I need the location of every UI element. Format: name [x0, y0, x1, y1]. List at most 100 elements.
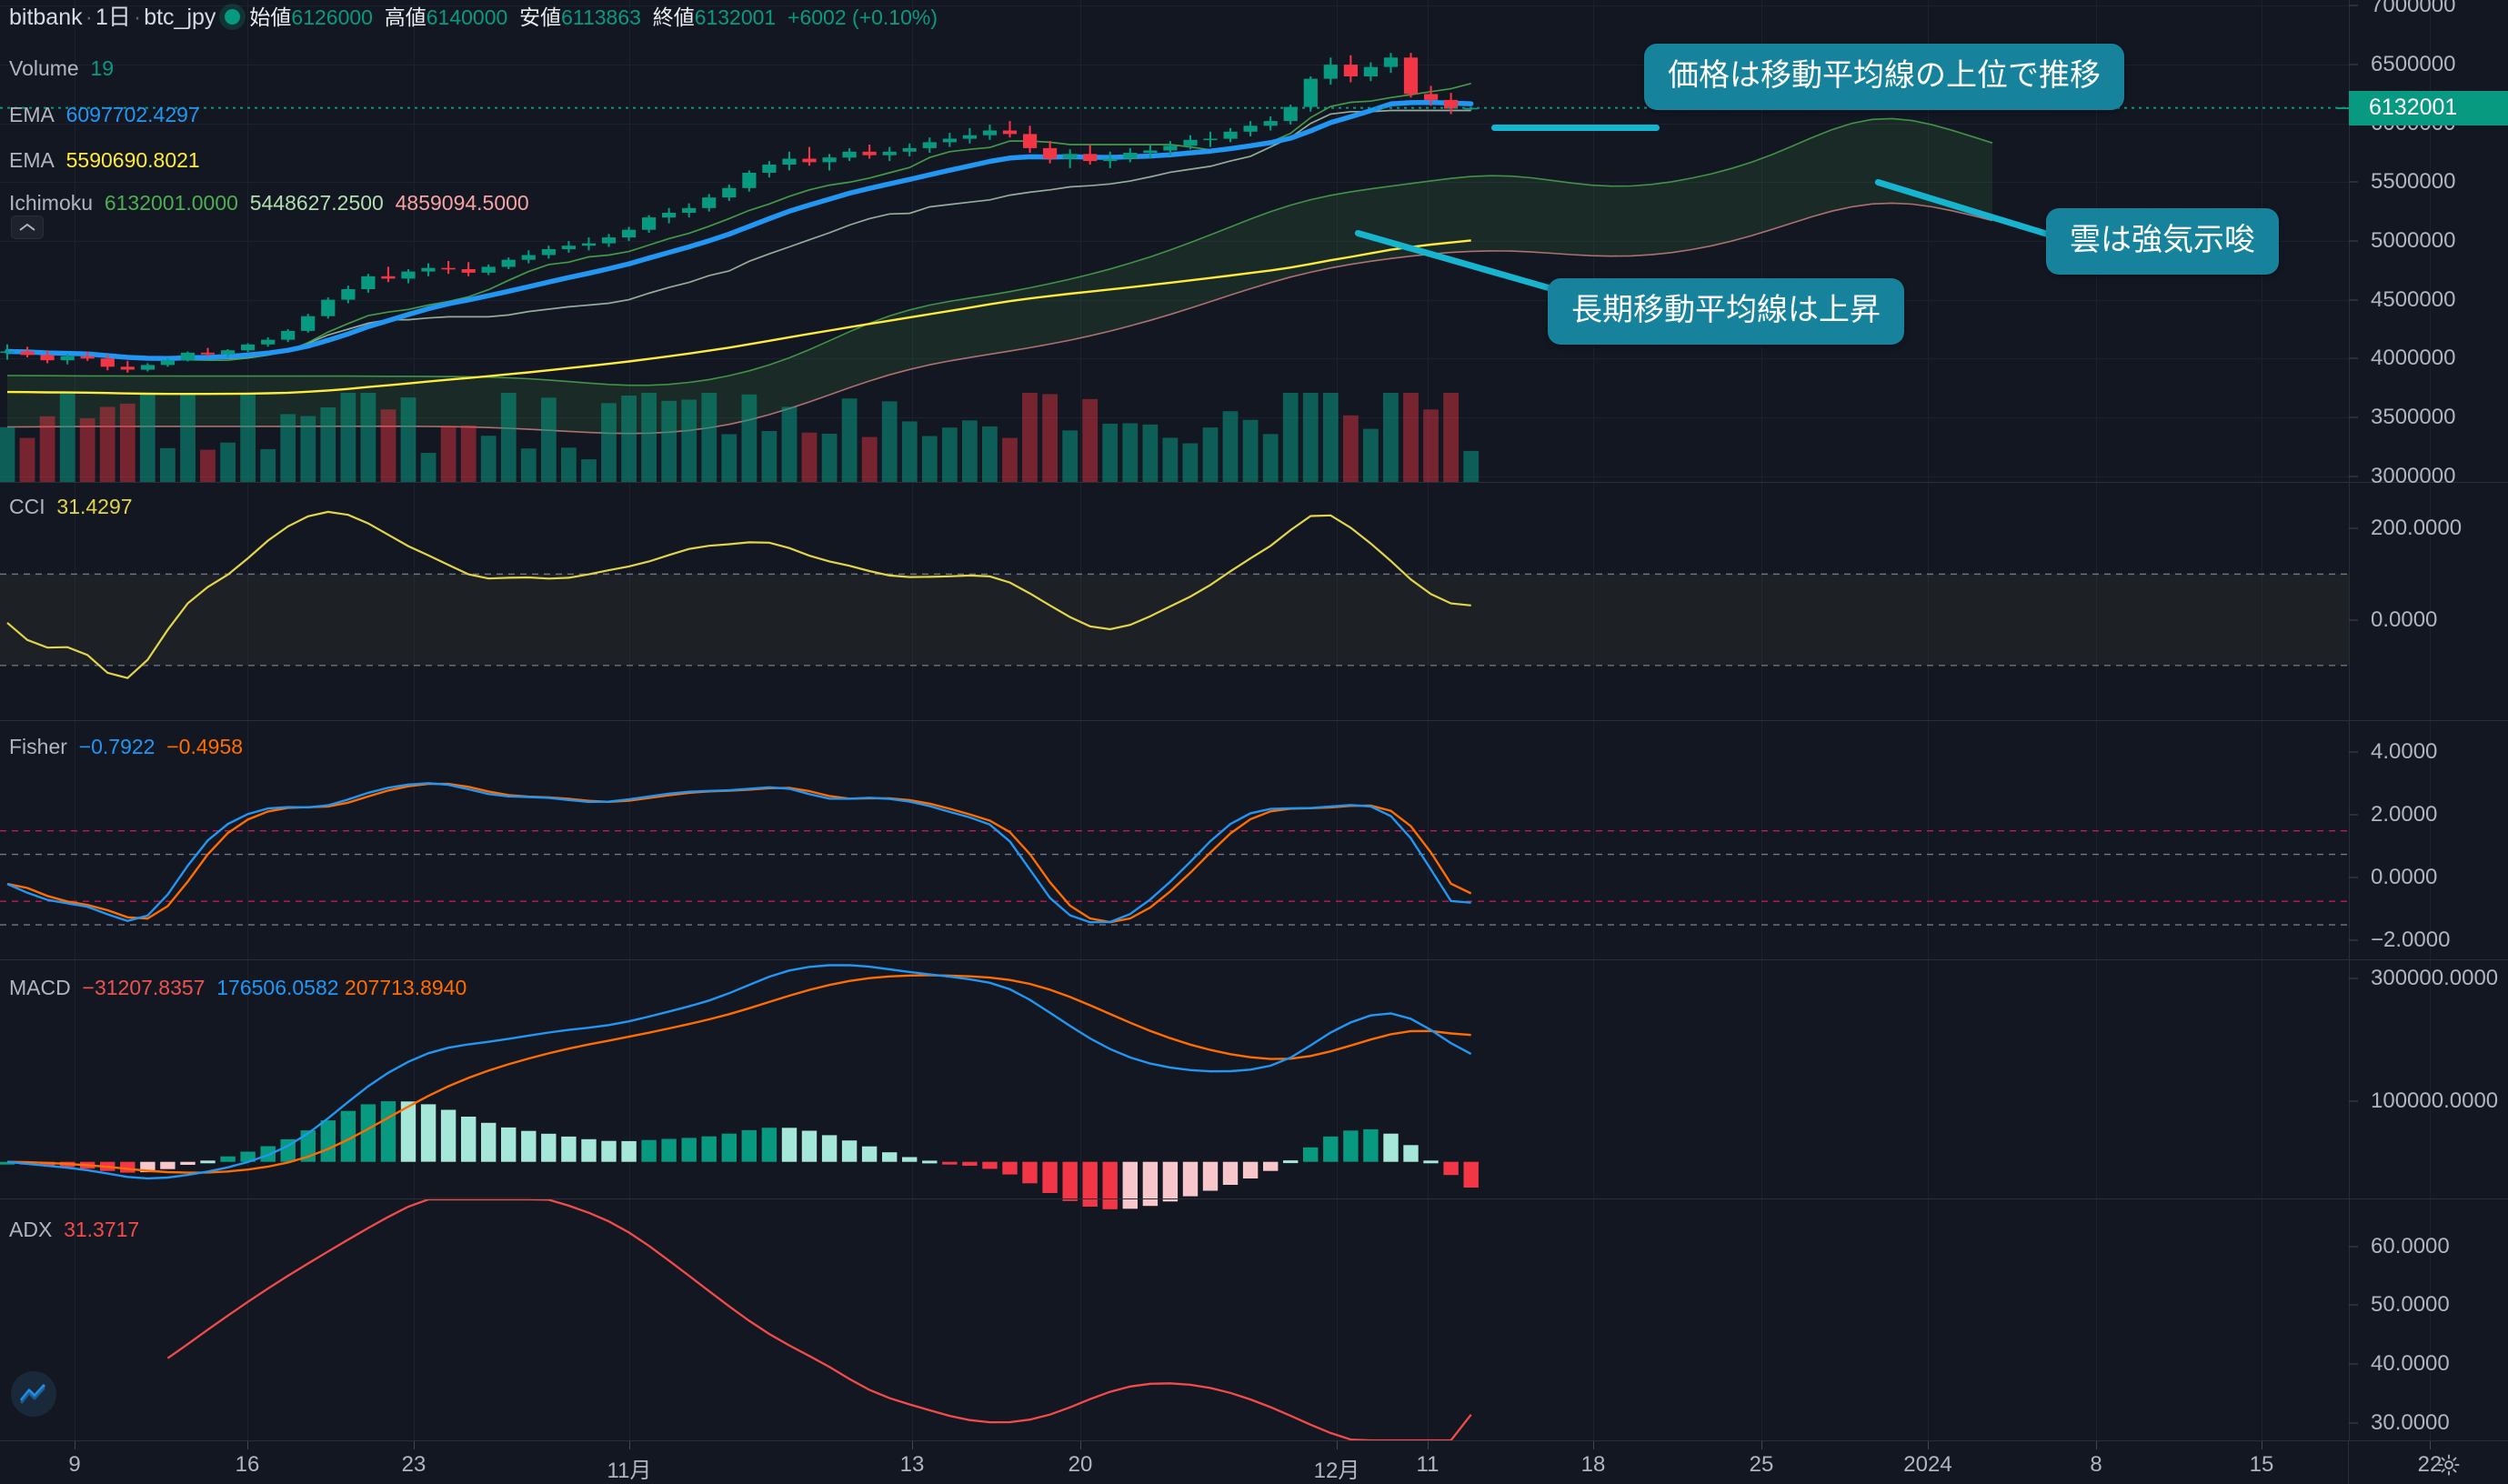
legend-interval[interactable]: 1日: [95, 5, 131, 30]
legend-ema-fast[interactable]: EMA 6097702.4297: [9, 101, 200, 128]
annotation-price-above-ma[interactable]: 価格は移動平均線の上位で推移: [1644, 44, 2124, 111]
gridline-horizontal: [0, 416, 2349, 418]
pane-adx[interactable]: [0, 1198, 2349, 1442]
fisher-axis-label: 2.0000: [2371, 802, 2438, 827]
time-axis-label: 9: [68, 1452, 81, 1477]
time-axis-tick: [414, 1441, 415, 1449]
time-axis-tick: [1761, 1441, 1762, 1449]
pane-fisher[interactable]: [0, 721, 2349, 959]
tradingview-logo[interactable]: [11, 1371, 56, 1417]
pane-cci[interactable]: [0, 483, 2349, 720]
annotation-long-ma-rising-text: 長期移動平均線は上昇: [1571, 293, 1881, 327]
price-scale[interactable]: 7000000650000060000005500000500000045000…: [2349, 0, 2508, 1484]
legend-adx[interactable]: ADX 31.3717: [9, 1216, 139, 1243]
pane-divider[interactable]: [0, 959, 2508, 960]
time-scale-divider: [2348, 1441, 2349, 1484]
legend-macd[interactable]: MACD −31207.8357 176506.0582 207713.8940: [9, 974, 466, 1001]
gear-icon[interactable]: [2437, 1453, 2461, 1477]
time-axis-tick: [1593, 1441, 1594, 1449]
legend-ichimoku[interactable]: Ichimoku 6132001.0000 5448627.2500 48590…: [9, 189, 529, 216]
macd-axis-label: 300000.0000: [2371, 966, 2499, 991]
gridline-vertical: [912, 0, 913, 1484]
legend-symbol[interactable]: btc_jpy: [144, 5, 216, 30]
axis-tick: [2349, 299, 2358, 301]
legend-fisher-value-1: −0.7922: [78, 735, 155, 758]
legend-ema-slow-value: 5590690.8021: [65, 148, 200, 172]
time-axis-label: 16: [235, 1452, 260, 1477]
time-axis-label: 22: [2417, 1452, 2443, 1477]
time-axis-tick: [1080, 1441, 1081, 1449]
pane-divider[interactable]: [0, 482, 2508, 483]
annotation-long-ma-rising[interactable]: 長期移動平均線は上昇: [1548, 278, 1904, 346]
label-open: 始値: [249, 5, 292, 29]
gridline-horizontal: [0, 5, 2349, 7]
annotation-price-above-ma-text: 価格は移動平均線の上位で推移: [1668, 58, 2101, 93]
legend-macd-hist: −31207.8357: [82, 976, 206, 999]
time-axis-tick: [629, 1441, 630, 1449]
gridline-horizontal: [0, 182, 2349, 184]
gridline-vertical: [629, 0, 630, 1484]
chart-title-legend[interactable]: bitbank · 1日 · btc_jpy 始値6126000 高値6140000 安値…: [9, 5, 938, 30]
legend-exchange[interactable]: bitbank: [9, 5, 83, 30]
current-price-tag[interactable]: 6132001: [2349, 90, 2508, 125]
legend-macd-line: 176506.0582: [216, 976, 339, 999]
gridline-horizontal: [0, 299, 2349, 301]
gridline-vertical: [1761, 0, 1762, 1484]
legend-adx-value: 31.3717: [64, 1218, 140, 1241]
gridline-vertical: [247, 0, 248, 1484]
gridline-horizontal: [0, 123, 2349, 125]
legend-volume[interactable]: Volume 19: [9, 55, 114, 82]
pane-macd[interactable]: [0, 960, 2349, 1209]
value-high: 6140000: [426, 5, 508, 29]
axis-tick: [2349, 240, 2358, 242]
legend-ema-slow[interactable]: EMA 5590690.8021: [9, 146, 200, 174]
price-series-canvas: [0, 53, 2349, 482]
price-axis-label: 3000000: [2371, 463, 2456, 488]
adx-axis-label: 50.0000: [2371, 1292, 2450, 1318]
fisher-series-canvas: [0, 782, 2349, 926]
label-high: 高値: [384, 5, 426, 29]
time-axis-tick: [2096, 1441, 2097, 1449]
annotation-cloud-bullish[interactable]: 雲は強気示唆: [2046, 208, 2279, 276]
time-axis-label: 8: [2090, 1452, 2102, 1477]
price-axis-label: 7000000: [2371, 0, 2456, 18]
adx-axis-label: 40.0000: [2371, 1350, 2450, 1376]
time-axis-label: 13: [899, 1452, 925, 1477]
fisher-axis-label: 4.0000: [2371, 739, 2438, 765]
time-axis-label: 20: [1068, 1452, 1093, 1477]
time-axis-tick: [1428, 1441, 1429, 1449]
time-axis-tick: [2430, 1441, 2431, 1449]
gridline-vertical: [1080, 0, 1081, 1484]
time-axis-label: 11月: [607, 1459, 652, 1483]
cci-series-canvas: [0, 510, 2349, 679]
time-axis-label: 18: [1580, 1452, 1606, 1477]
gridline-vertical: [1928, 0, 1929, 1484]
time-axis-label: 23: [401, 1452, 426, 1477]
legend-ema-fast-value: 6097702.4297: [65, 103, 200, 126]
time-axis-tick: [247, 1441, 248, 1449]
live-status-dot: [225, 8, 241, 25]
leader-line-price-above-ma: [1491, 125, 1660, 131]
pane-price[interactable]: [0, 0, 2349, 482]
axis-tick: [2349, 1363, 2358, 1365]
legend-ema-fast-label: EMA: [9, 103, 55, 126]
legend-fisher[interactable]: Fisher −0.7922 −0.4958: [9, 733, 243, 760]
time-scale[interactable]: 9 16 23 11月 13 20 12月 11 18 25 2024 8 15 22: [0, 1440, 2508, 1484]
axis-tick: [2349, 877, 2358, 878]
axis-tick: [2349, 5, 2358, 6]
price-axis-label: 4000000: [2371, 346, 2456, 371]
collapse-legend-button[interactable]: [11, 216, 44, 239]
price-axis-label: 6500000: [2371, 52, 2456, 77]
time-axis-tick: [912, 1441, 913, 1449]
legend-cci[interactable]: CCI 31.4297: [9, 493, 133, 520]
axis-tick: [2349, 416, 2358, 418]
pane-divider[interactable]: [0, 720, 2508, 721]
legend-ichimoku-spanb: 4859094.5000: [395, 191, 529, 215]
pane-divider[interactable]: [0, 1198, 2508, 1199]
value-close: 6132001: [694, 5, 777, 29]
legend-ichimoku-conversion: 6132001.0000: [104, 191, 238, 215]
ohlc-readout: 始値6126000 高値6140000 安値6113863 終値6132001 …: [249, 5, 938, 29]
legend-volume-label: Volume: [9, 56, 79, 80]
time-axis-label: 2024: [1903, 1452, 1952, 1477]
